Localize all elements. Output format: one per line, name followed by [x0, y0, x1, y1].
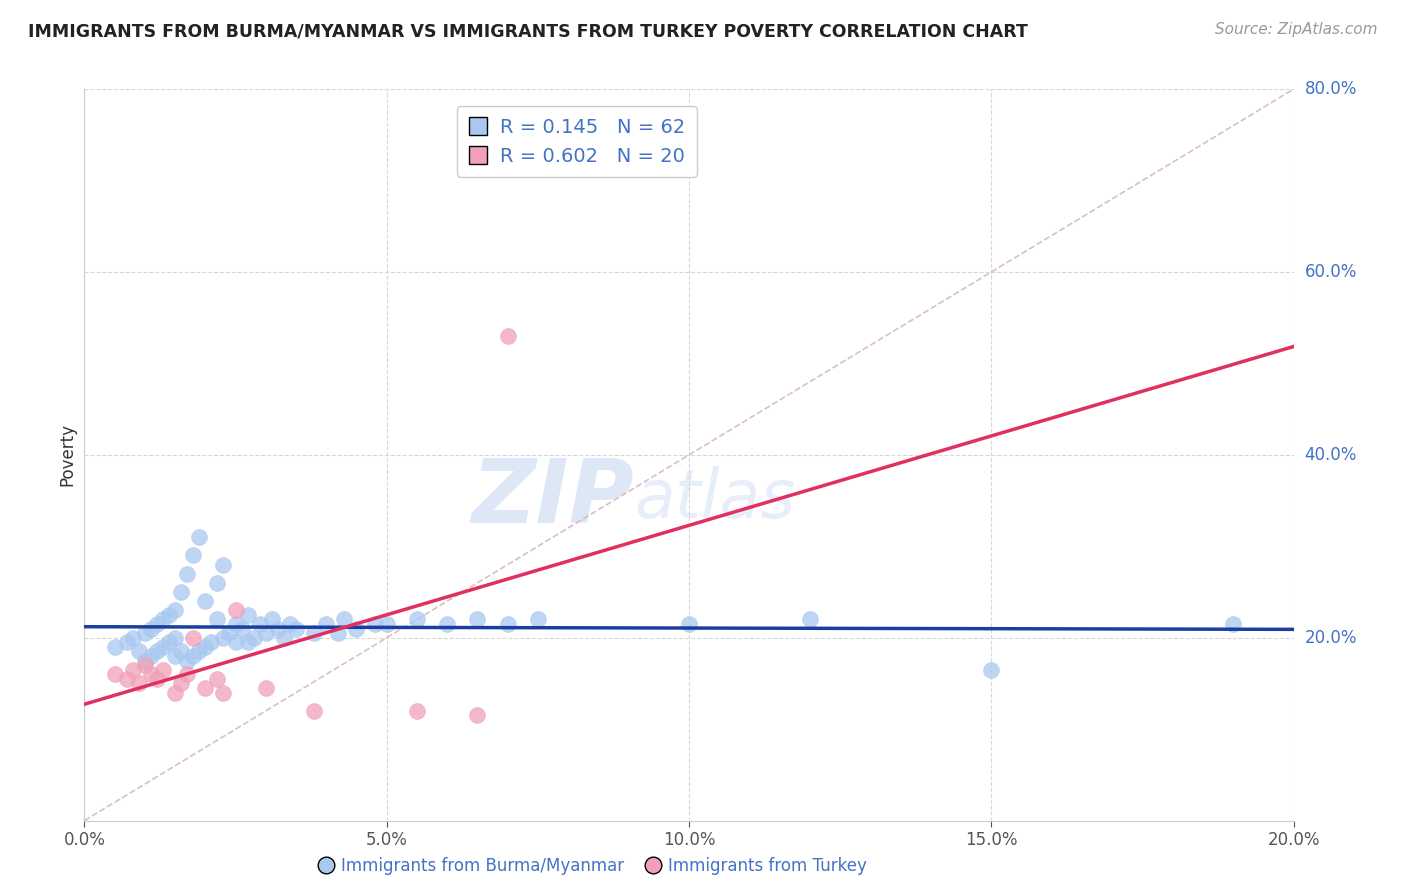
Point	[406, 613, 429, 627]
Point	[207, 576, 229, 591]
Text: ZIP: ZIP	[472, 455, 634, 542]
Point	[496, 617, 519, 632]
Point	[163, 685, 186, 699]
Point	[139, 649, 162, 664]
Point	[200, 635, 222, 649]
Point	[254, 626, 277, 640]
Point	[121, 663, 143, 677]
Point	[163, 631, 186, 645]
Point	[1222, 617, 1244, 632]
Point	[207, 613, 229, 627]
Point	[170, 585, 193, 599]
Point	[467, 708, 489, 723]
Point	[152, 663, 174, 677]
Text: 20.0%: 20.0%	[1305, 629, 1357, 647]
Text: atlas: atlas	[634, 466, 796, 532]
Point	[188, 644, 211, 658]
Point	[225, 617, 247, 632]
Point	[181, 549, 204, 563]
Point	[254, 681, 277, 695]
Point	[207, 672, 229, 686]
Y-axis label: Poverty: Poverty	[58, 424, 76, 486]
Point	[121, 631, 143, 645]
Text: 80.0%: 80.0%	[1305, 80, 1357, 98]
Point	[346, 622, 368, 636]
Point	[980, 663, 1002, 677]
Point	[163, 649, 186, 664]
Point	[267, 622, 290, 636]
Point	[212, 631, 235, 645]
Point	[302, 704, 325, 718]
Point	[363, 617, 385, 632]
Point	[225, 603, 247, 617]
Point	[176, 654, 198, 668]
Point	[152, 640, 174, 654]
Point	[496, 329, 519, 343]
Point	[157, 635, 180, 649]
Point	[436, 617, 458, 632]
Point	[236, 635, 259, 649]
Point	[302, 626, 325, 640]
Text: 60.0%: 60.0%	[1305, 263, 1357, 281]
Point	[328, 626, 350, 640]
Point	[218, 626, 240, 640]
Point	[134, 658, 156, 673]
Point	[157, 607, 180, 622]
Point	[146, 644, 169, 658]
Point	[249, 617, 271, 632]
Point	[176, 667, 198, 681]
Point	[194, 594, 217, 608]
Point	[170, 676, 193, 690]
Point	[212, 558, 235, 572]
Point	[104, 640, 127, 654]
Text: IMMIGRANTS FROM BURMA/MYANMAR VS IMMIGRANTS FROM TURKEY POVERTY CORRELATION CHAR: IMMIGRANTS FROM BURMA/MYANMAR VS IMMIGRA…	[28, 22, 1028, 40]
Point	[139, 667, 162, 681]
Point	[260, 613, 283, 627]
Point	[678, 617, 700, 632]
Point	[231, 622, 253, 636]
Point	[181, 631, 204, 645]
Point	[236, 607, 259, 622]
Point	[115, 672, 138, 686]
Point	[315, 617, 337, 632]
Point	[128, 676, 150, 690]
Point	[242, 631, 264, 645]
Point	[134, 654, 156, 668]
Point	[163, 603, 186, 617]
Point	[170, 644, 193, 658]
Point	[152, 613, 174, 627]
Point	[115, 635, 138, 649]
Point	[128, 644, 150, 658]
Point	[176, 566, 198, 581]
Point	[212, 685, 235, 699]
Point	[181, 649, 204, 664]
Point	[194, 640, 217, 654]
Text: 40.0%: 40.0%	[1305, 446, 1357, 464]
Point	[284, 622, 308, 636]
Point	[375, 617, 398, 632]
Point	[194, 681, 217, 695]
Point	[225, 635, 247, 649]
Point	[273, 631, 295, 645]
Point	[134, 626, 156, 640]
Point	[406, 704, 429, 718]
Point	[139, 622, 162, 636]
Point	[467, 613, 489, 627]
Point	[146, 672, 169, 686]
Legend: Immigrants from Burma/Myanmar, Immigrants from Turkey: Immigrants from Burma/Myanmar, Immigrant…	[311, 850, 873, 882]
Point	[278, 617, 301, 632]
Point	[799, 613, 821, 627]
Point	[333, 613, 356, 627]
Point	[104, 667, 127, 681]
Text: Source: ZipAtlas.com: Source: ZipAtlas.com	[1215, 22, 1378, 37]
Point	[146, 617, 169, 632]
Point	[526, 613, 548, 627]
Point	[188, 530, 211, 544]
